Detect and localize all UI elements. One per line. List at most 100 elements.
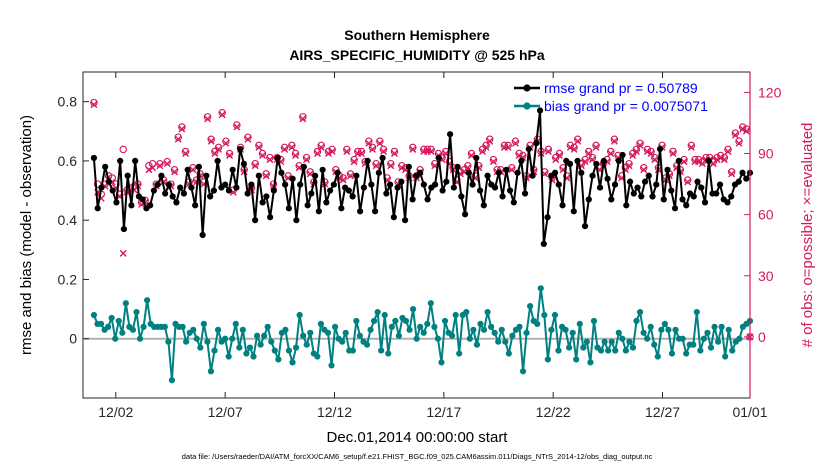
bias-point <box>537 285 544 292</box>
obs-evaluated-point <box>372 162 380 170</box>
bias-point <box>697 347 704 354</box>
bias-point <box>562 326 569 333</box>
rmse-point <box>728 193 735 200</box>
obs-evaluated-point <box>687 143 695 151</box>
bias-point <box>502 338 509 345</box>
obs-evaluated-point <box>592 143 600 151</box>
obs-possible-point <box>639 164 648 172</box>
obs-evaluated-point <box>145 166 153 174</box>
obs-evaluated-stroke <box>669 150 677 157</box>
obs-evaluated-stroke <box>244 135 252 143</box>
bias-point <box>580 344 587 351</box>
chart-subtitle: AIRS_SPECIFIC_HUMIDITY @ 525 hPa <box>289 47 545 63</box>
bias-point <box>115 317 122 325</box>
rmse-point <box>128 202 135 209</box>
obs-possible-point <box>504 141 512 150</box>
rmse-point <box>117 157 124 165</box>
obs-evaluated-stroke <box>350 158 358 166</box>
obs-evaluated-point <box>632 147 640 155</box>
bias-point <box>690 341 697 348</box>
obs-possible-point <box>262 170 270 178</box>
obs-possible-point <box>515 149 523 158</box>
rmse-point <box>716 181 724 188</box>
bias-point <box>651 341 658 348</box>
x-tick-label: 12/27 <box>645 404 680 420</box>
rmse-point <box>698 184 705 191</box>
obs-evaluated-stroke <box>728 170 736 178</box>
bias-point <box>683 350 690 357</box>
bias-point <box>587 359 594 366</box>
obs-evaluated-stroke <box>365 139 373 147</box>
obs-evaluated-stroke <box>182 150 190 157</box>
y-right-tick-label: 0 <box>758 329 766 345</box>
rmse-point <box>177 184 184 191</box>
rmse-point <box>90 154 98 162</box>
obs-possible-point <box>357 147 366 156</box>
y-right-tick-label: 30 <box>758 268 774 284</box>
obs-possible-point <box>482 141 490 150</box>
bias-point <box>200 320 207 328</box>
bias-point <box>672 326 679 333</box>
rmse-point <box>503 166 510 173</box>
obs-possible-point <box>592 141 600 150</box>
obs-evaluated-point <box>149 164 157 172</box>
bias-point <box>725 326 732 333</box>
obs-evaluated-point <box>357 150 365 157</box>
obs-evaluated-point <box>720 156 728 164</box>
bias-point <box>551 311 559 319</box>
bias-point <box>527 303 534 310</box>
bias-point <box>342 329 349 336</box>
obs-evaluated-stroke <box>647 150 655 157</box>
rmse-point <box>705 157 712 165</box>
bias-point <box>417 323 424 330</box>
obs-evaluated-stroke <box>94 188 102 196</box>
bias-point <box>122 300 129 307</box>
bias-point <box>714 338 722 345</box>
obs-evaluated-point <box>555 152 563 160</box>
obs-evaluated-point <box>266 156 274 164</box>
obs-evaluated-stroke <box>299 115 307 123</box>
rmse-point <box>495 169 502 176</box>
obs-possible-point <box>427 145 435 154</box>
y-left-tick-label: 0.2 <box>58 271 78 287</box>
obs-evaluated-point <box>508 166 516 174</box>
rmse-point <box>308 190 315 197</box>
rmse-point <box>499 193 506 200</box>
rmse-point <box>173 199 180 206</box>
rmse-point <box>229 166 236 173</box>
rmse-point <box>566 160 574 167</box>
bias-point <box>548 326 555 333</box>
bias-point <box>644 335 651 342</box>
obs-evaluated-point <box>728 170 736 178</box>
obs-evaluated-stroke <box>119 249 127 257</box>
obs-evaluated-stroke <box>317 143 325 151</box>
bias-point <box>424 320 431 328</box>
obs-evaluated-stroke <box>255 143 263 151</box>
obs-evaluated-stroke <box>145 166 153 174</box>
bias-point <box>211 347 218 354</box>
bias-point <box>410 305 417 313</box>
bias-point <box>349 347 356 354</box>
bias-point <box>395 332 403 339</box>
plot-area-frame <box>82 71 751 399</box>
obs-evaluated-point <box>651 156 659 164</box>
obs-possible-point <box>610 135 619 143</box>
obs-evaluated-point <box>251 162 259 170</box>
bias-point <box>541 311 548 319</box>
rmse-point <box>619 151 626 159</box>
obs-evaluated-stroke <box>643 147 651 155</box>
rmse-point <box>207 193 214 200</box>
obs-evaluated-point <box>739 125 747 133</box>
obs-evaluated-point <box>343 147 351 155</box>
rmse-point <box>416 169 424 176</box>
obs-possible-point <box>551 153 560 162</box>
obs-evaluated-point <box>544 147 552 155</box>
obs-evaluated-stroke <box>739 125 747 133</box>
bias-point <box>285 347 293 354</box>
obs-evaluated-point <box>574 137 582 145</box>
obs-possible-point <box>409 143 417 152</box>
bias-point <box>441 317 449 325</box>
obs-evaluated-point <box>482 143 490 151</box>
bias-point <box>700 335 707 342</box>
obs-evaluated-stroke <box>610 137 618 145</box>
